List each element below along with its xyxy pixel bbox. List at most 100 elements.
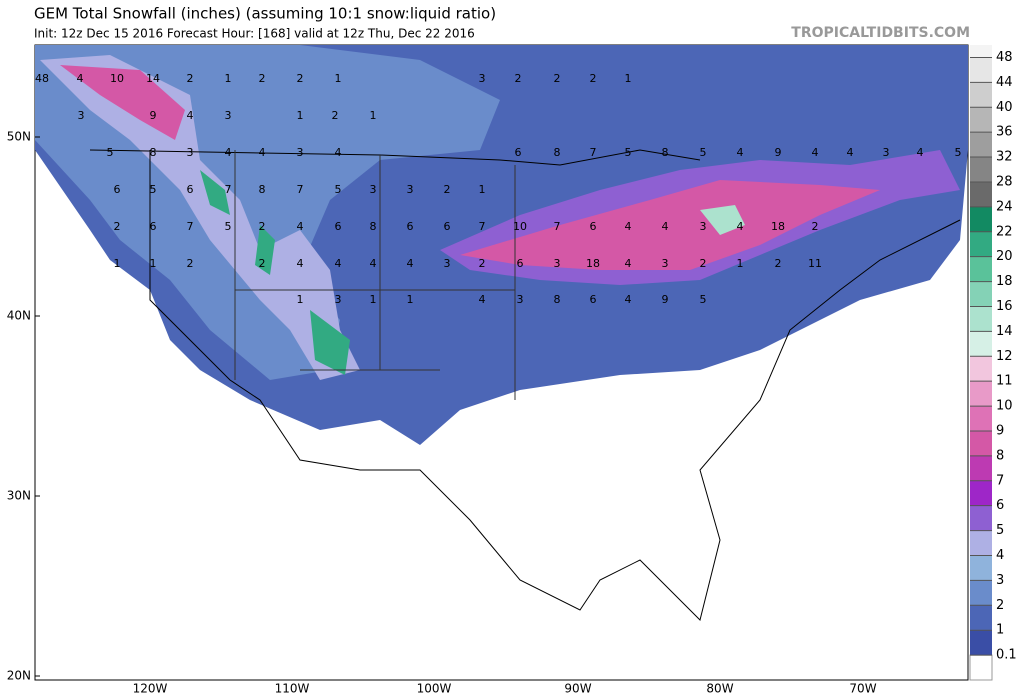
map-value-label: 10 — [110, 72, 124, 85]
colorbar-bin — [969, 654, 993, 681]
map-value-label: 18 — [586, 257, 600, 270]
map-value-label: 11 — [808, 257, 822, 270]
map-value-label: 3 — [297, 146, 304, 159]
map-value-label: 3 — [335, 293, 342, 306]
map-value-label: 5 — [625, 146, 632, 159]
map-value-label: 3 — [370, 183, 377, 196]
map-value-label: 7 — [297, 183, 304, 196]
lon-label: 90W — [564, 682, 591, 696]
colorbar-bin — [970, 580, 992, 606]
lat-label: 50N — [7, 130, 31, 144]
lat-label: 40N — [7, 309, 31, 323]
map-value-label: 3 — [662, 257, 669, 270]
colorbar-label: 2 — [996, 598, 1004, 613]
map-value-label: 1 — [370, 109, 377, 122]
map-value-label: 8 — [370, 220, 377, 233]
map-value-label: 18 — [771, 220, 785, 233]
map-value-label: 4 — [259, 146, 266, 159]
colorbar-bin — [970, 157, 992, 182]
colorbar-bin — [970, 331, 992, 357]
colorbar-label: 9 — [996, 423, 1004, 438]
map-value-label: 1 — [737, 257, 744, 270]
colorbar-label: 18 — [996, 274, 1013, 289]
map-value-label: 4 — [737, 146, 744, 159]
map-value-label: 6 — [515, 146, 522, 159]
map-value-label: 10 — [513, 220, 527, 233]
colorbar-label: 7 — [996, 473, 1004, 488]
map-value-label: 2 — [114, 220, 121, 233]
map-value-label: 4 — [187, 109, 194, 122]
map-value-label: 1 — [150, 257, 157, 270]
colorbar-label: 0.1 — [996, 648, 1017, 663]
colorbar-bin — [970, 206, 992, 232]
map-value-label: 2 — [259, 257, 266, 270]
map-value-label: 5 — [955, 146, 962, 159]
map-value-label: 3 — [517, 293, 524, 306]
colorbar-label: 20 — [996, 249, 1013, 264]
map-value-label: 4 — [625, 257, 632, 270]
map-value-label: 5 — [700, 146, 707, 159]
map-value-label: 4 — [225, 146, 232, 159]
map-value-label: 1 — [335, 72, 342, 85]
map-value-label: 4 — [812, 146, 819, 159]
map-value-label: 3 — [883, 146, 890, 159]
map-value-label: 3 — [479, 72, 486, 85]
map-value-label: 2 — [259, 220, 266, 233]
map-value-label: 4 — [625, 220, 632, 233]
map-value-label: 5 — [700, 293, 707, 306]
map-value-label: 7 — [225, 183, 232, 196]
lat-label: 20N — [7, 669, 31, 683]
subtitle: Init: 12z Dec 15 2016 Forecast Hour: [16… — [34, 27, 475, 41]
map-value-label: 14 — [146, 72, 160, 85]
colorbar-bin — [970, 45, 992, 58]
colorbar-label: 12 — [996, 349, 1013, 364]
map-value-label: 7 — [554, 220, 561, 233]
map-value-label: 3 — [407, 183, 414, 196]
map-value-label: 48 — [35, 72, 49, 85]
colorbar-label: 36 — [996, 125, 1013, 140]
brand: TROPICALTIDBITS.COM — [791, 25, 970, 41]
boundary — [234, 150, 516, 400]
map-value-label: 1 — [225, 72, 232, 85]
lat-label: 30N — [7, 489, 31, 503]
colorbar-bin — [970, 57, 992, 83]
map-value-label: 7 — [479, 220, 486, 233]
colorbar-bin — [970, 630, 992, 656]
map-value-label: 4 — [370, 257, 377, 270]
map-value-label: 6 — [114, 183, 121, 196]
snow-area — [200, 170, 350, 375]
map-value-label: 4 — [407, 257, 414, 270]
lon-label: 110W — [275, 682, 310, 696]
map-value-label: 6 — [187, 183, 194, 196]
map-value-label: 3 — [78, 109, 85, 122]
snow-area — [460, 180, 880, 270]
map-value-label: 1 — [297, 109, 304, 122]
map-value-label: 6 — [150, 220, 157, 233]
colorbar: 0.11234567891011121416182022242832364044… — [969, 45, 1017, 681]
snow-area — [700, 205, 745, 235]
colorbar-bin — [970, 82, 992, 108]
map-value-label: 2 — [590, 72, 597, 85]
map-value-label: 7 — [187, 220, 194, 233]
map-value-label: 1 — [114, 257, 121, 270]
map-value-label: 4 — [335, 257, 342, 270]
map: 48 4 10 14 2 1 2 2 1 3 2 2 2 13 9 4 3 1 2 15 8 3 4 4 3 4 6 8 7 5 8 5 4 9 4… — [34, 44, 969, 681]
map-value-label: 1 — [370, 293, 377, 306]
boundary — [89, 149, 961, 621]
map-value-label: 2 — [479, 257, 486, 270]
map-value-label: 2 — [554, 72, 561, 85]
map-value-label: 8 — [662, 146, 669, 159]
colorbar-bin — [970, 132, 992, 158]
map-value-label: 2 — [332, 109, 339, 122]
colorbar-bin — [970, 455, 992, 481]
colorbar-bin — [970, 406, 992, 431]
map-value-label: 3 — [225, 109, 232, 122]
lon-label: 120W — [133, 682, 168, 696]
map-value-label: 3 — [444, 257, 451, 270]
map-value-label: 4 — [662, 220, 669, 233]
map-value-label: 4 — [297, 257, 304, 270]
map-value-label: 4 — [297, 220, 304, 233]
colorbar-label: 4 — [996, 548, 1004, 563]
colorbar-bin — [970, 480, 992, 506]
